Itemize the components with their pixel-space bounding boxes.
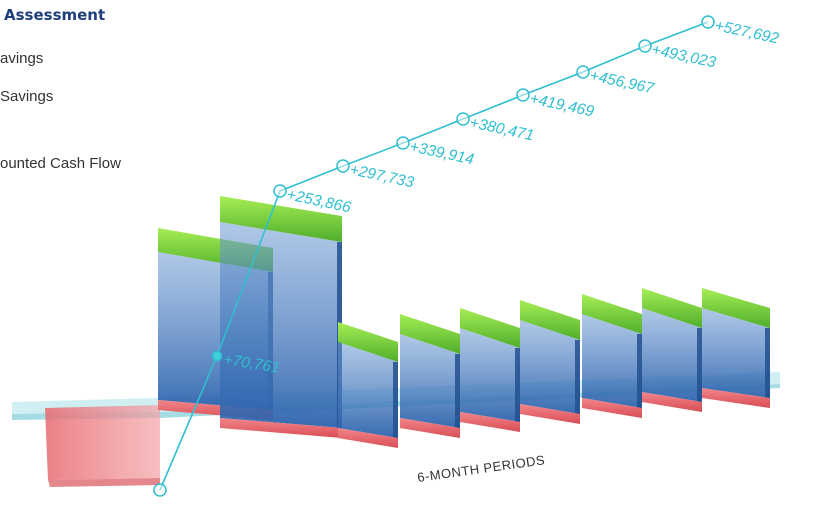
bar-cost-7 xyxy=(582,398,642,418)
cumulative-point-5 xyxy=(456,112,470,126)
bar-gross-savings-4 xyxy=(400,314,460,354)
bar-cost-6 xyxy=(520,404,580,424)
bar-gross-savings-9 xyxy=(702,288,770,328)
bar-edge-7 xyxy=(637,334,642,408)
cumulative-point-3 xyxy=(336,159,350,173)
legend-item-discounted-cash-flow: ounted Cash Flow xyxy=(0,155,121,172)
bar-gross-savings-7 xyxy=(582,294,642,334)
x-axis-label: 6-MONTH PERIODS xyxy=(416,452,546,485)
legend-item-net-savings: Savings xyxy=(0,88,54,105)
bar-cost-9 xyxy=(702,388,770,408)
bar-gross-savings-3 xyxy=(338,322,398,362)
cumulative-label-3: +297,733 xyxy=(348,161,416,191)
bar-edge-3 xyxy=(393,362,398,438)
cumulative-point-8 xyxy=(638,39,652,53)
period-bars xyxy=(45,196,770,487)
bar-cost-5 xyxy=(460,412,520,432)
cumulative-point-6 xyxy=(516,88,530,102)
cumulative-label-7: +456,967 xyxy=(588,67,657,97)
legend-item-savings: avings xyxy=(0,50,44,67)
bar-cost-3 xyxy=(338,428,398,448)
cumulative-label-9: +527,692 xyxy=(713,17,781,47)
bar-edge-6 xyxy=(575,340,580,414)
bar-edge-8 xyxy=(697,328,702,402)
cumulative-point-4 xyxy=(396,136,410,150)
cumulative-label-4: +339,914 xyxy=(408,138,476,168)
bar-edge-5 xyxy=(515,348,520,422)
bar-net-savings-5 xyxy=(460,328,520,422)
bar-net-savings-9 xyxy=(702,308,770,398)
bar-net-savings-7 xyxy=(582,314,642,408)
bar-net-savings-6 xyxy=(520,320,580,414)
bar-gross-savings-5 xyxy=(460,308,520,348)
bar-investment-edge xyxy=(48,478,160,487)
cumulative-label-8: +493,023 xyxy=(650,41,718,71)
bar-edge-4 xyxy=(455,354,460,428)
bar-edge-9 xyxy=(765,328,770,398)
cumulative-point-9 xyxy=(701,15,715,29)
cumulative-point-2 xyxy=(273,184,287,198)
cumulative-point-0 xyxy=(153,483,167,497)
bar-cost-8 xyxy=(642,392,702,412)
bar-gross-savings-8 xyxy=(642,288,702,328)
page-title: Assessment xyxy=(4,6,106,24)
bar-net-savings-2 xyxy=(220,222,342,428)
bar-gross-savings-6 xyxy=(520,300,580,340)
cumulative-line-path xyxy=(159,21,709,491)
cumulative-label-5: +380,471 xyxy=(468,114,535,144)
cumulative-label-6: +419,469 xyxy=(528,90,596,120)
bar-gross-savings-2 xyxy=(220,196,342,242)
bar-cost-4 xyxy=(400,418,460,438)
bar-net-savings-4 xyxy=(400,334,460,428)
bar-cost-2 xyxy=(220,418,342,438)
bar-net-savings-8 xyxy=(642,308,702,402)
cumulative-point-7 xyxy=(576,65,590,79)
bar-investment xyxy=(45,405,160,480)
cumulative-point-1 xyxy=(211,350,223,362)
bar-net-savings-3 xyxy=(338,342,398,438)
